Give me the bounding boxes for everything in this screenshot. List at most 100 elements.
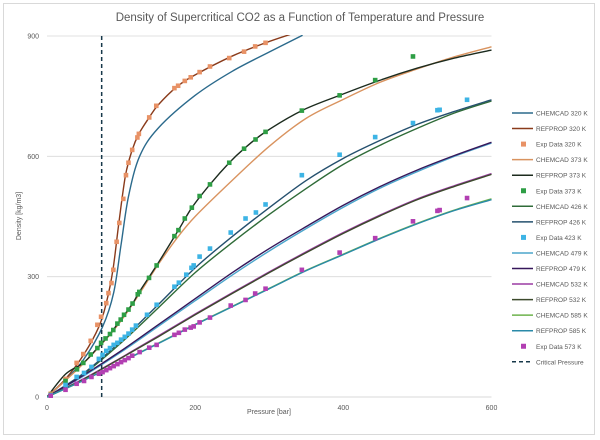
x-tick-label: 600 — [486, 405, 498, 412]
data-point-exp-data-373-k — [111, 327, 116, 333]
data-point-exp-data-373-k — [299, 108, 305, 113]
data-point-exp-data-320-k — [81, 351, 86, 357]
data-point-exp-data-573-k — [191, 324, 196, 329]
data-point-exp-data-423-k — [191, 263, 196, 268]
data-point-exp-data-373-k — [135, 292, 141, 297]
data-point-exp-data-373-k — [137, 289, 142, 295]
data-point-exp-data-573-k — [63, 387, 68, 393]
data-point-exp-data-423-k — [122, 334, 128, 340]
data-point-exp-data-423-k — [81, 370, 87, 376]
data-point-exp-data-320-k — [88, 338, 94, 344]
series-line-chemcad-426-k — [47, 100, 492, 398]
data-point-exp-data-423-k — [253, 210, 259, 215]
data-point-exp-data-423-k — [464, 97, 470, 103]
data-point-exp-data-423-k — [107, 345, 113, 351]
legend-label: CHEMCAD 585 K — [536, 313, 588, 320]
legend-marker — [521, 188, 526, 194]
x-tick-label: 0 — [45, 405, 49, 412]
data-point-exp-data-573-k — [48, 393, 54, 398]
legend-label: REFPROP 426 K — [536, 219, 587, 226]
data-point-exp-data-423-k — [207, 246, 213, 251]
data-point-exp-data-423-k — [133, 323, 139, 328]
data-point-exp-data-573-k — [126, 355, 131, 361]
data-point-exp-data-573-k — [137, 349, 142, 355]
data-point-exp-data-423-k — [299, 172, 305, 178]
legend-label: Exp Data 373 K — [536, 188, 582, 195]
data-point-exp-data-320-k — [252, 44, 258, 49]
x-tick-label: 400 — [337, 405, 349, 412]
legend-marker — [521, 141, 526, 147]
data-point-exp-data-573-k — [188, 325, 194, 330]
data-point-exp-data-423-k — [103, 348, 109, 354]
data-point-exp-data-373-k — [88, 352, 94, 357]
legend-item: REFPROP 479 K — [512, 266, 587, 273]
data-point-exp-data-573-k — [100, 369, 105, 375]
data-point-exp-data-320-k — [109, 280, 114, 286]
data-point-exp-data-573-k — [182, 327, 188, 332]
data-point-exp-data-573-k — [243, 297, 248, 303]
data-point-exp-data-573-k — [118, 359, 124, 365]
legend-item: CHEMCAD 373 K — [512, 157, 588, 164]
data-point-exp-data-573-k — [299, 267, 305, 273]
legend-label: Exp Data 423 K — [536, 235, 582, 242]
x-axis-label: Pressure [bar] — [247, 409, 291, 416]
data-point-exp-data-573-k — [146, 345, 152, 350]
legend-item: CHEMCAD 585 K — [512, 313, 588, 320]
data-point-exp-data-320-k — [126, 160, 131, 166]
data-point-exp-data-573-k — [89, 374, 94, 380]
legend-item: Exp Data 320 K — [521, 141, 582, 149]
data-point-exp-data-573-k — [252, 291, 258, 296]
data-point-exp-data-320-k — [123, 172, 129, 178]
chart-title: Density of Supercritical CO2 as a Functi… — [116, 12, 485, 24]
legend-item: CHEMCAD 426 K — [512, 204, 588, 211]
legend-item: REFPROP 426 K — [512, 219, 587, 226]
data-point-exp-data-423-k — [437, 107, 442, 113]
data-point-exp-data-423-k — [89, 364, 94, 370]
data-point-exp-data-373-k — [372, 77, 378, 83]
data-point-exp-data-573-k — [111, 363, 116, 369]
series-line-refprop-320-k — [47, 35, 291, 398]
data-point-exp-data-373-k — [176, 227, 181, 233]
data-point-exp-data-423-k — [183, 272, 189, 277]
data-point-exp-data-423-k — [100, 352, 105, 358]
y-tick-label: 900 — [27, 34, 39, 41]
data-point-exp-data-373-k — [226, 160, 232, 166]
legend-label: REFPROP 373 K — [536, 173, 587, 180]
legend-item: Exp Data 373 K — [521, 188, 582, 195]
data-point-exp-data-373-k — [337, 93, 342, 98]
data-point-exp-data-320-k — [188, 75, 194, 80]
data-point-exp-data-423-k — [154, 302, 159, 308]
series-line-chemcad-479-k — [47, 142, 492, 398]
data-point-exp-data-573-k — [337, 250, 342, 255]
legend-label: CHEMCAD 532 K — [536, 282, 588, 289]
y-tick-label: 300 — [27, 274, 39, 281]
data-point-exp-data-373-k — [410, 54, 416, 59]
data-point-exp-data-373-k — [130, 301, 135, 306]
data-point-exp-data-373-k — [253, 137, 258, 142]
data-point-exp-data-373-k — [146, 275, 152, 281]
data-point-exp-data-373-k — [189, 205, 195, 210]
data-point-exp-data-573-k — [410, 219, 416, 224]
data-point-exp-data-573-k — [172, 332, 177, 338]
data-point-exp-data-573-k — [228, 303, 234, 308]
data-point-exp-data-573-k — [107, 365, 113, 371]
legend-label: CHEMCAD 320 K — [536, 111, 588, 118]
x-tick-label: 200 — [189, 405, 201, 412]
data-point-exp-data-573-k — [74, 381, 79, 387]
legend-label: CHEMCAD 426 K — [536, 204, 588, 211]
data-point-exp-data-373-k — [154, 263, 159, 268]
legend-label: REFPROP 479 K — [536, 266, 587, 273]
data-point-exp-data-320-k — [129, 147, 135, 153]
data-point-exp-data-320-k — [98, 314, 104, 320]
data-point-exp-data-373-k — [121, 312, 127, 318]
series-line-refprop-532-k — [47, 173, 492, 398]
data-point-exp-data-573-k — [122, 357, 128, 363]
legend-label: CHEMCAD 479 K — [536, 250, 588, 257]
data-point-exp-data-573-k — [207, 315, 213, 320]
data-point-exp-data-423-k — [197, 254, 202, 259]
data-point-exp-data-423-k — [172, 284, 177, 289]
data-point-exp-data-320-k — [135, 135, 140, 140]
legend-item: Exp Data 423 K — [521, 234, 582, 242]
y-tick-label: 600 — [27, 154, 39, 161]
data-point-exp-data-320-k — [226, 55, 232, 61]
